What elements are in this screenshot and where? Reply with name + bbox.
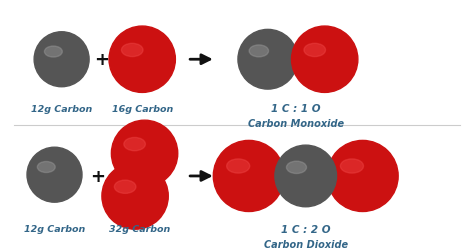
Ellipse shape xyxy=(286,162,307,174)
Ellipse shape xyxy=(109,27,175,93)
Ellipse shape xyxy=(45,47,62,58)
Ellipse shape xyxy=(327,141,398,212)
Text: +: + xyxy=(90,167,105,185)
Ellipse shape xyxy=(27,148,82,203)
Ellipse shape xyxy=(121,44,143,57)
Ellipse shape xyxy=(275,146,337,207)
Text: +: + xyxy=(94,51,109,69)
Ellipse shape xyxy=(124,138,146,151)
Ellipse shape xyxy=(111,121,178,187)
Text: 16g Carbon: 16g Carbon xyxy=(111,104,173,113)
Ellipse shape xyxy=(227,159,250,174)
Text: Carbon Dioxide: Carbon Dioxide xyxy=(264,239,348,249)
Text: 1 C : 2 O: 1 C : 2 O xyxy=(281,224,330,234)
Ellipse shape xyxy=(292,27,358,93)
Ellipse shape xyxy=(37,162,55,173)
Ellipse shape xyxy=(102,163,168,229)
Text: 1 C : 1 O: 1 C : 1 O xyxy=(272,104,321,114)
Text: 12g Carbon: 12g Carbon xyxy=(24,224,85,233)
Ellipse shape xyxy=(34,32,89,88)
Text: Carbon Monoxide: Carbon Monoxide xyxy=(248,119,344,129)
Text: 12g Carbon: 12g Carbon xyxy=(31,104,92,113)
Text: 32g Carbon: 32g Carbon xyxy=(109,224,171,233)
Ellipse shape xyxy=(238,30,298,90)
Ellipse shape xyxy=(213,141,284,212)
Ellipse shape xyxy=(249,46,269,58)
Ellipse shape xyxy=(340,159,364,174)
Ellipse shape xyxy=(114,180,136,194)
Ellipse shape xyxy=(304,44,326,57)
